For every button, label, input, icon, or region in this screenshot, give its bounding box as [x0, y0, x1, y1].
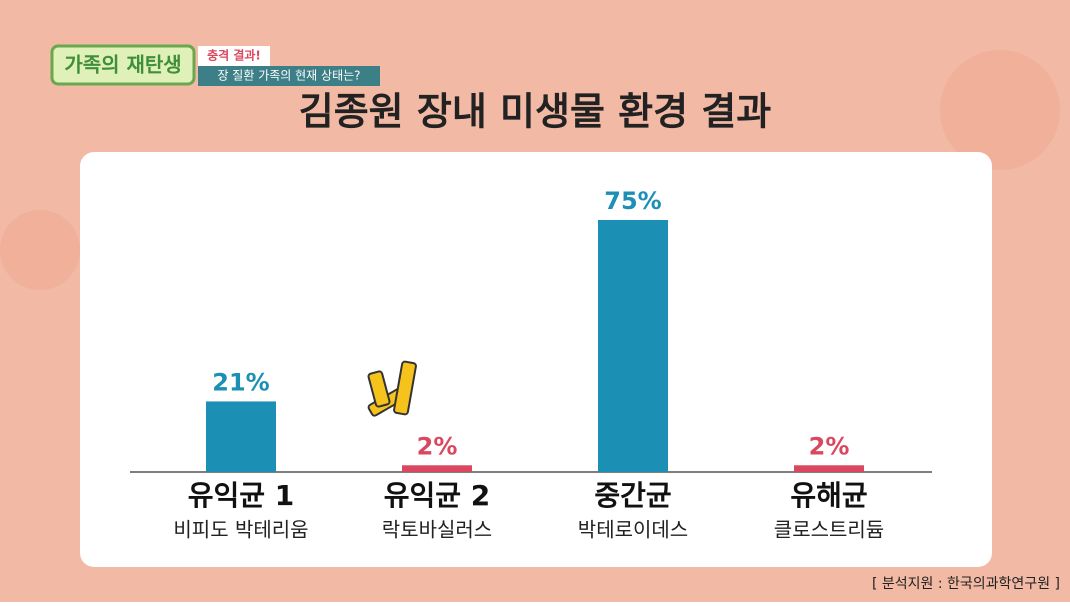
value-label: 21%	[212, 368, 269, 396]
bar	[206, 401, 276, 472]
caption-box	[198, 66, 380, 86]
category-label: 유익균 1	[188, 479, 295, 512]
subcategory-label: 클로스트리듐	[774, 518, 884, 542]
source: [ 분석지원 : 한국의과학연구원 ]	[872, 576, 1060, 592]
decor	[940, 50, 1060, 170]
caption: 장 질환 가족의 현재 상태는?	[217, 69, 360, 83]
subcategory-label: 락토바실러스	[382, 518, 492, 542]
logo: 가족의 재탄생	[64, 53, 181, 77]
bar	[402, 465, 472, 472]
value-label: 2%	[417, 432, 458, 460]
subcategory-label: 비피도 박테리움	[173, 518, 308, 542]
subcategory-label: 박테로이데스	[578, 518, 688, 542]
tag-box	[198, 46, 270, 66]
tag: 충격 결과!	[207, 48, 261, 63]
category-label: 중간균	[594, 479, 671, 512]
doodle	[367, 360, 417, 417]
logo-box	[50, 44, 196, 86]
chart-panel	[80, 152, 992, 567]
decor	[0, 210, 80, 290]
bar	[794, 465, 864, 472]
category-label: 유익균 2	[384, 479, 491, 512]
chart-title: 김종원 장내 미생물 환경 결과	[299, 90, 771, 134]
value-label: 2%	[809, 432, 850, 460]
category-label: 유해균	[790, 479, 867, 512]
bar	[598, 220, 668, 472]
value-label: 75%	[604, 187, 661, 215]
